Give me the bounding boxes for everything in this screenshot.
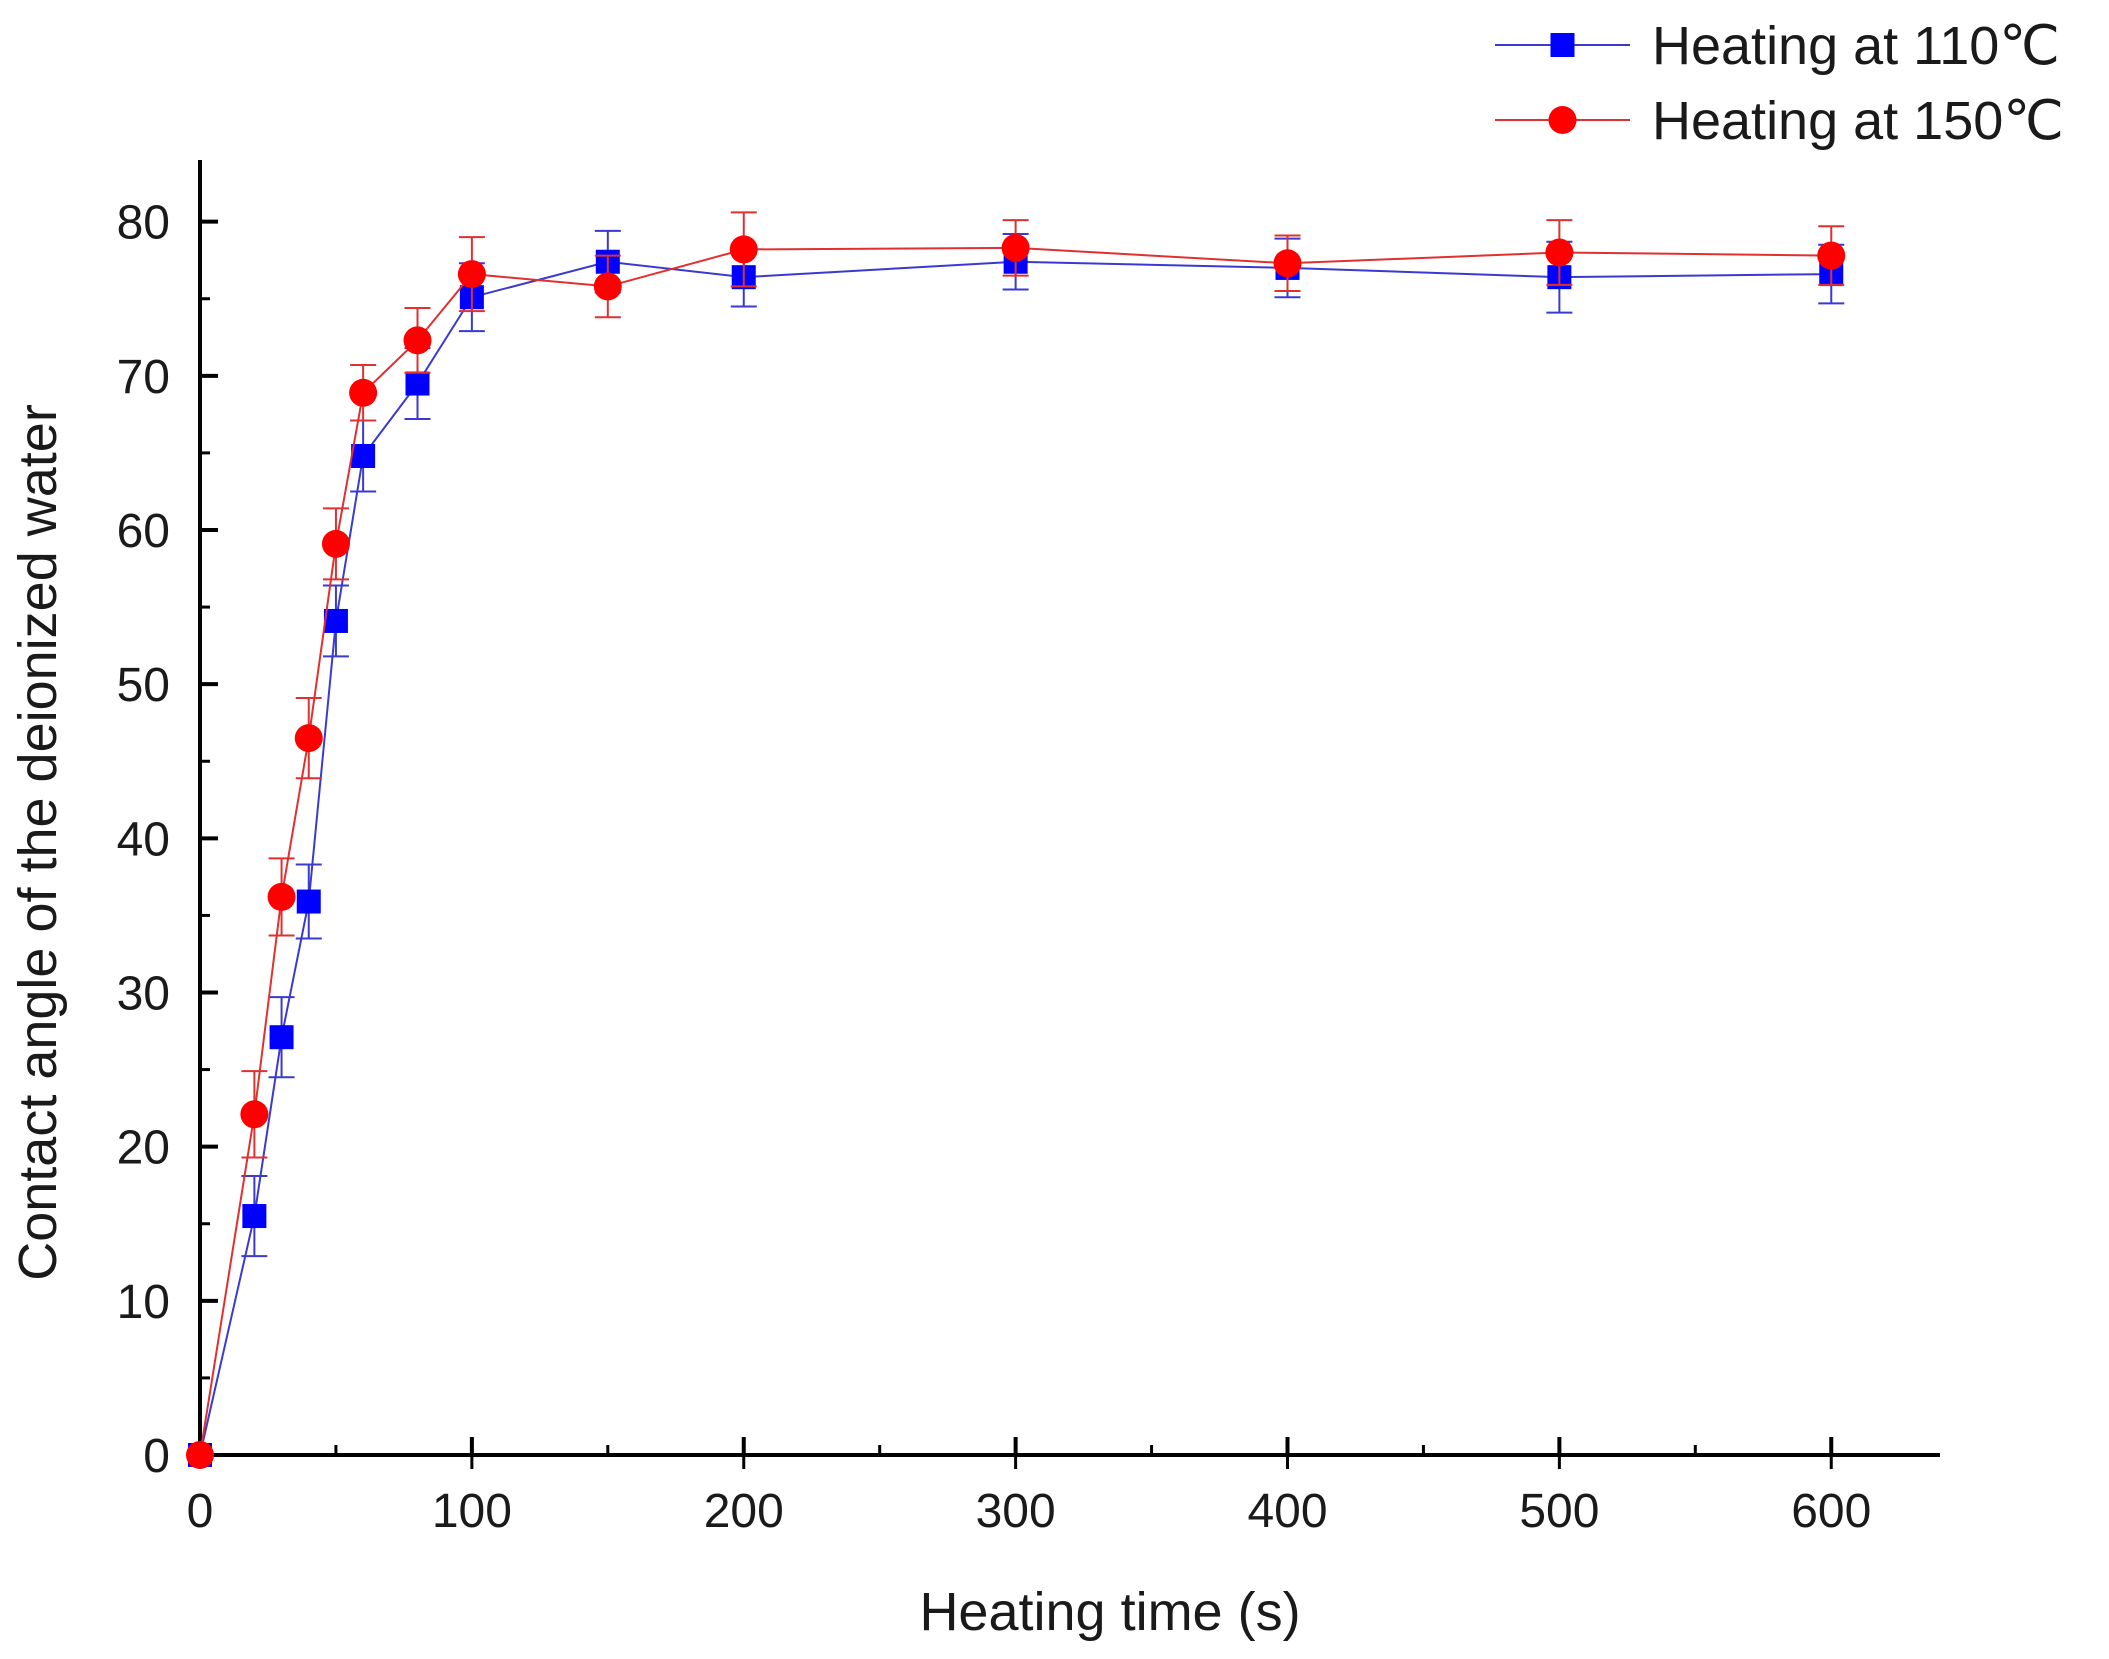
legend-label: Heating at 110℃ — [1652, 16, 2060, 76]
y-tick-label: 10 — [117, 1276, 170, 1329]
x-axis-title: Heating time (s) — [919, 1582, 1300, 1642]
data-point — [240, 1100, 269, 1129]
legend-marker — [1548, 106, 1577, 134]
y-tick-label: 40 — [117, 813, 170, 866]
data-point — [1001, 233, 1030, 262]
x-tick-label: 600 — [1791, 1485, 1871, 1538]
y-tick-label: 20 — [117, 1122, 170, 1175]
data-point — [405, 371, 430, 396]
y-tick-label: 80 — [117, 197, 170, 250]
y-tick-label: 70 — [117, 351, 170, 404]
data-point — [349, 378, 378, 407]
x-tick-label: 300 — [976, 1485, 1056, 1538]
data-point — [351, 444, 376, 468]
x-tick-label: 100 — [432, 1485, 512, 1538]
x-tick-label: 0 — [187, 1485, 214, 1538]
data-point — [1545, 238, 1574, 267]
data-point — [457, 260, 486, 289]
data-point — [242, 1204, 267, 1229]
data-point — [1817, 241, 1846, 270]
data-point — [186, 1441, 214, 1469]
data-point — [403, 326, 432, 355]
x-tick-label: 500 — [1519, 1485, 1599, 1538]
data-point — [323, 608, 348, 633]
y-tick-label: 0 — [143, 1430, 170, 1483]
series-line — [199, 260, 1832, 1456]
y-tick-label: 60 — [117, 505, 170, 558]
y-axis-title: Contact angle of the deionized water — [8, 404, 68, 1281]
data-point — [294, 724, 323, 753]
y-tick-label: 50 — [117, 659, 170, 712]
data-point — [269, 1025, 294, 1050]
x-tick-label: 400 — [1247, 1485, 1327, 1538]
x-tick-label: 200 — [704, 1485, 784, 1538]
series-layer — [186, 211, 1846, 1469]
axes-layer: 0 10 20 30 40 50 60 70 80 0 100 200 300 400 500 600 — [117, 160, 1940, 1538]
data-point — [1273, 249, 1302, 278]
data-point — [267, 882, 296, 911]
series-150c — [186, 211, 1846, 1469]
data-point — [321, 529, 350, 558]
data-point — [729, 235, 758, 264]
series-110c — [188, 229, 1845, 1467]
data-point — [296, 889, 321, 914]
legend-item-150c: Heating at 150℃ — [1495, 91, 2064, 151]
legend-item-110c: Heating at 110℃ — [1495, 16, 2060, 76]
legend: Heating at 110℃ Heating at 150℃ — [1495, 16, 2064, 151]
legend-marker — [1550, 33, 1575, 57]
data-point — [593, 272, 622, 301]
series-line — [199, 246, 1832, 1456]
y-tick-label: 30 — [117, 968, 170, 1021]
legend-label: Heating at 150℃ — [1652, 91, 2064, 151]
